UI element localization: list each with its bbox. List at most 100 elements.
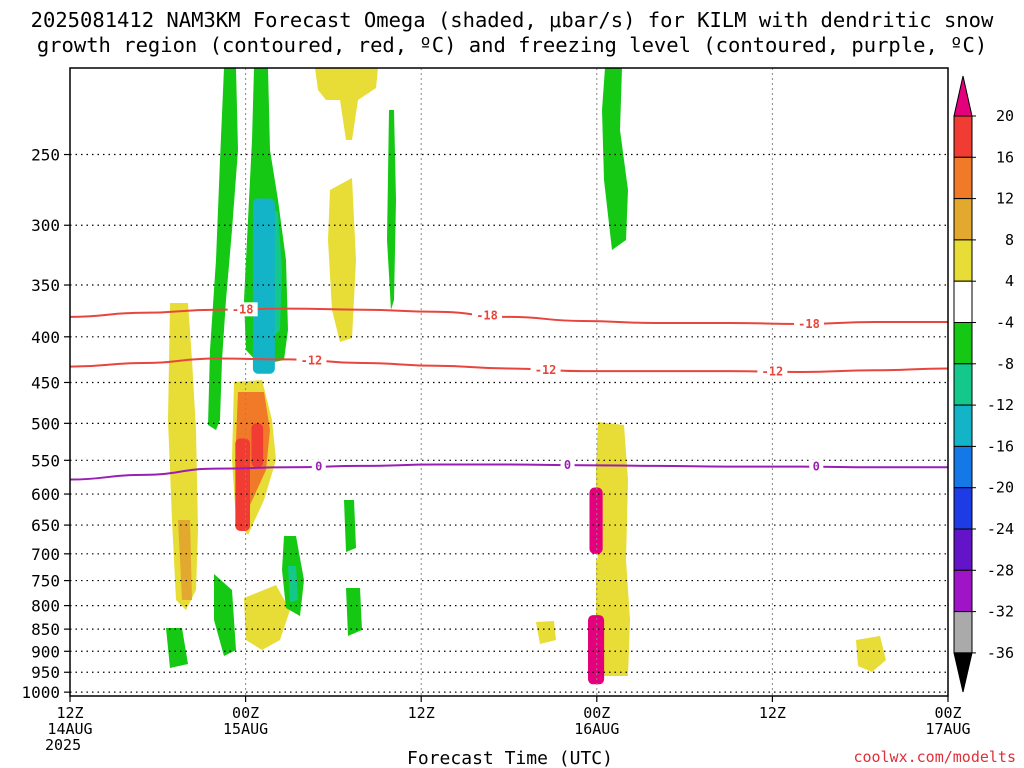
omega-cell-2 xyxy=(589,487,603,554)
y-tick-label: 950 xyxy=(31,663,60,682)
contour-label: 0 xyxy=(315,460,322,474)
contour-label: -12 xyxy=(762,365,784,379)
x-tick-label: 00Z xyxy=(583,704,610,722)
chart-title-line1: 2025081412 NAM3KM Forecast Omega (shaded… xyxy=(31,8,994,32)
omega-green-thin xyxy=(387,110,396,310)
colorbar-tick-label: -16 xyxy=(987,437,1014,455)
y-tick-label: 700 xyxy=(31,545,60,564)
colorbar-tick-label: 4 xyxy=(1005,272,1014,290)
y-tick-label: 1000 xyxy=(21,683,60,702)
colorbar-segment xyxy=(953,528,973,571)
y-tick-label: 650 xyxy=(31,516,60,535)
colorbar-tick-label: -28 xyxy=(987,561,1014,579)
contour-label-bg xyxy=(296,353,327,368)
omega-yellow-low-b xyxy=(856,636,886,672)
credit-text: coolwx.com/modelts xyxy=(853,748,1016,766)
colorbar-segment xyxy=(953,322,973,365)
colorbar-tick-label: -4 xyxy=(996,314,1014,332)
omega-green-low-e xyxy=(166,628,188,668)
colorbar-tick-label: -12 xyxy=(987,396,1014,414)
colorbar-top-arrow xyxy=(953,75,973,117)
colorbar-tick-label: -20 xyxy=(987,479,1014,497)
x-tick-label: 00Z xyxy=(934,704,961,722)
x-tick-label: 12Z xyxy=(56,704,83,722)
y-tick-label: 250 xyxy=(31,146,60,165)
colorbar-tick-label: 16 xyxy=(996,148,1014,166)
contour-label: 0 xyxy=(813,460,820,474)
colorbar-tick-label: 8 xyxy=(1005,231,1014,249)
colorbar-segment xyxy=(953,404,973,447)
omega-yellow-low-a xyxy=(244,585,290,650)
omega-yellow-top xyxy=(315,68,378,140)
colorbar-segment xyxy=(953,445,973,489)
pressure-axis: 250 300 350 400 450 500 550 600 650 700 750 800 850 9… xyxy=(21,146,70,702)
omega-green-mid xyxy=(602,68,628,250)
omega-cell-1 xyxy=(251,423,264,468)
colorbar-segment xyxy=(953,156,973,200)
contour-label-bg xyxy=(530,362,561,377)
grid-lines xyxy=(70,68,948,696)
colorbar-tick-label: -8 xyxy=(996,355,1014,373)
x-tick-label: 15AUG xyxy=(223,720,268,738)
x-tick-label: 2025 xyxy=(45,736,81,754)
x-tick-label: 00Z xyxy=(232,704,259,722)
colorbar-segment xyxy=(953,239,973,282)
omega-yellow-tall xyxy=(168,303,198,610)
temperature-contours: -18 -18 -18 -12 -12 -12 0 0 0 xyxy=(69,302,949,481)
x-axis-label: Forecast Time (UTC) xyxy=(407,748,613,768)
omega-cell-0 xyxy=(235,438,250,532)
omega-yellow-low-c xyxy=(536,621,556,644)
contour-label: -18 xyxy=(798,317,820,331)
colorbar-segment xyxy=(953,280,973,324)
plot-frame xyxy=(69,67,949,697)
colorbar-segment xyxy=(953,487,973,530)
contour-label-bg xyxy=(757,364,788,379)
y-tick-label: 900 xyxy=(31,642,60,661)
contour-line--12 xyxy=(69,357,949,373)
contour-label: -12 xyxy=(535,363,557,377)
colorbar-bottom-arrow xyxy=(953,652,973,693)
x-tick-label: 14AUG xyxy=(47,720,92,738)
colorbar-tick-label: 20 xyxy=(996,107,1014,125)
contour-label-bg xyxy=(560,458,575,473)
omega-yellow-16aug-b xyxy=(596,560,630,676)
y-tick-label: 600 xyxy=(31,485,60,504)
contour-label: -12 xyxy=(301,353,323,367)
chart-title-line2: growth region (contoured, red, ºC) and f… xyxy=(37,33,987,57)
y-tick-label: 300 xyxy=(31,216,60,235)
contour-line-0 xyxy=(69,463,949,481)
colorbar: 20 16 12 8 4 -4 -8 -12 -16 -20 -24 -28 -32 -36 xyxy=(953,75,1014,693)
omega-core-cells xyxy=(235,198,605,685)
contour-label: -18 xyxy=(476,308,498,322)
contour-label-bg xyxy=(809,459,824,474)
omega-yellow-mid xyxy=(328,178,356,342)
colorbar-tick-label: -36 xyxy=(987,644,1014,662)
x-tick-label: 12Z xyxy=(408,704,435,722)
omega-teal-low xyxy=(288,566,298,602)
contour-label-bg xyxy=(311,459,326,474)
colorbar-tick-label: -24 xyxy=(987,520,1014,538)
contour-label-bg xyxy=(472,308,503,323)
omega-green-low-a xyxy=(214,574,236,656)
y-tick-label: 450 xyxy=(31,373,60,392)
y-tick-label: 800 xyxy=(31,597,60,616)
colorbar-tick-label: -32 xyxy=(987,603,1014,621)
colorbar-segment xyxy=(953,569,973,613)
contour-label-bg xyxy=(793,316,824,331)
y-tick-label: 550 xyxy=(31,451,60,470)
y-tick-label: 350 xyxy=(31,276,60,295)
omega-green-low-c xyxy=(346,588,362,636)
y-tick-label: 850 xyxy=(31,620,60,639)
omega-cell-4 xyxy=(252,198,275,374)
contour-label-bg xyxy=(227,302,258,317)
omega-green-low-d xyxy=(344,500,356,552)
colorbar-segment xyxy=(953,611,973,654)
y-tick-label: 500 xyxy=(31,414,60,433)
colorbar-tick-label: 12 xyxy=(996,190,1014,208)
colorbar-segment xyxy=(953,115,973,158)
y-tick-label: 750 xyxy=(31,572,60,591)
colorbar-segment xyxy=(953,363,973,406)
omega-green-band-a xyxy=(208,68,238,430)
